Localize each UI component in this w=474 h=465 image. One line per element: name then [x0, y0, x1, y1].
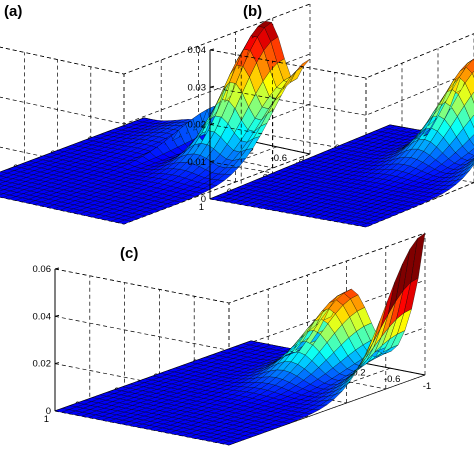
z-tick-label: 0.01 [188, 157, 207, 168]
surface-patch [470, 114, 474, 128]
surface [0, 20, 311, 225]
z-tick-label: 0 [201, 194, 206, 205]
box-top-edge [209, 33, 474, 79]
panel-c: (c)00.020.040.06110.60.60.20.2-0.2-0.2-0… [33, 232, 431, 446]
panel-b: (b)00.010.020.030.04110.60.60.20.2-0.2-0… [188, 3, 474, 228]
box-top-edge [54, 232, 426, 304]
panel-label: (c) [120, 245, 138, 262]
surface-patch [472, 158, 474, 161]
y-tick-label: 1 [44, 414, 49, 425]
surface-patch [289, 65, 305, 84]
grid-line-z [54, 232, 426, 304]
z-tick-label: 0.03 [188, 82, 207, 93]
surface-patch [410, 232, 426, 283]
z-tick-label: 0 [46, 406, 51, 417]
z-tick [54, 267, 60, 270]
panel-a: (a)00.0050.010.015110.60.60.20.2-0.2-0.2… [0, 3, 316, 225]
grid-line-z [209, 107, 474, 153]
z-tick [54, 314, 60, 317]
z-tick [209, 160, 215, 163]
surface-patch [469, 134, 474, 146]
grid-line-z [209, 144, 474, 191]
surface-patch [468, 148, 474, 156]
z-tick-label: 0.04 [33, 311, 52, 322]
surface-patch [470, 161, 474, 167]
z-tick [54, 362, 60, 365]
z-tick-label: 0.04 [188, 45, 207, 56]
z-tick [209, 123, 215, 125]
z-tick [209, 48, 215, 51]
z-tick [209, 85, 215, 88]
surface [54, 232, 426, 446]
grid-line-z [209, 70, 474, 116]
x-tick-label: -1 [423, 381, 431, 392]
box-top-edge [0, 3, 311, 75]
panel-label: (a) [4, 3, 22, 20]
x-tick-label: -0.2 [349, 367, 365, 378]
floor-grid-line [123, 153, 311, 225]
surface-patch [471, 159, 474, 163]
surface-patch [296, 58, 311, 71]
x-tick-label: -0.6 [271, 153, 287, 164]
z-tick-label: 0.02 [33, 359, 52, 370]
surface [209, 58, 474, 228]
panel-label: (b) [243, 3, 262, 20]
y-tick-label: 1 [199, 202, 204, 213]
z-tick-label: 0.02 [188, 120, 207, 131]
z-tick-label: 0.06 [33, 264, 52, 275]
x-tick-label: -0.6 [384, 374, 400, 385]
